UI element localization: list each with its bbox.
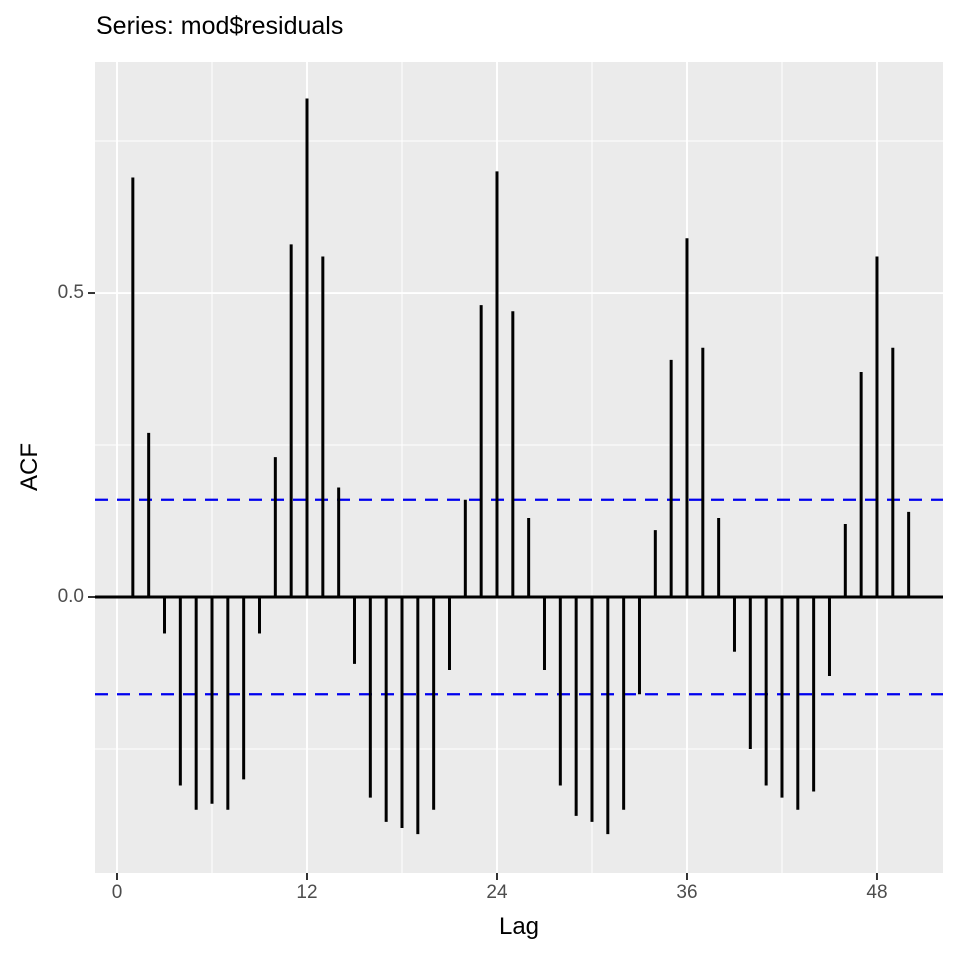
x-axis-title: Lag (498, 913, 540, 940)
x-tick-label: 12 (296, 882, 318, 903)
x-tick-label: 24 (486, 882, 508, 903)
y-tick-label: 0.0 (57, 585, 84, 607)
panel-background (95, 62, 943, 873)
y-tick-label: 0.5 (57, 282, 84, 304)
y-axis-title: ACF (16, 443, 43, 491)
x-tick-label: 36 (676, 882, 698, 903)
x-tick-label: 0 (111, 882, 123, 903)
x-tick-label: 48 (866, 882, 888, 903)
plot-title: Series: mod$residuals (96, 12, 344, 40)
